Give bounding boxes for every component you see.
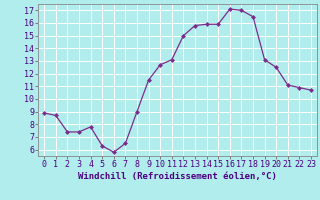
X-axis label: Windchill (Refroidissement éolien,°C): Windchill (Refroidissement éolien,°C) [78, 172, 277, 181]
